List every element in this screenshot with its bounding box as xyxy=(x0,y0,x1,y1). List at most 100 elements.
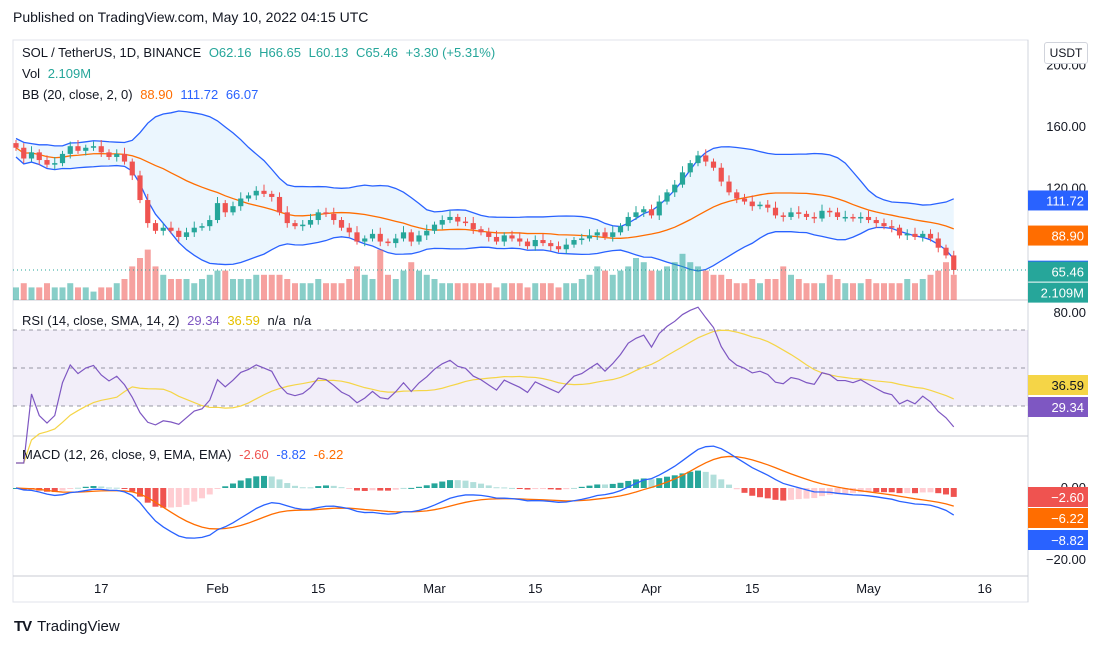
footer-brand[interactable]: TV TradingView xyxy=(14,618,120,635)
volume-bar xyxy=(943,262,949,300)
volume-bar xyxy=(90,291,97,300)
macd-hist-bar xyxy=(524,488,531,490)
change-value: +3.30 (+5.31%) xyxy=(405,45,496,60)
volume-bar xyxy=(780,266,787,300)
bb-lower-value: 66.07 xyxy=(225,87,259,102)
time-tick-label: 15 xyxy=(528,581,542,596)
volume-bar xyxy=(447,283,453,300)
candle-body xyxy=(904,233,910,236)
volume-bar xyxy=(129,266,136,300)
candle-body xyxy=(951,255,957,271)
macd-hist-bar xyxy=(718,479,725,488)
candle-body xyxy=(21,147,27,159)
macd-hist-bar xyxy=(687,471,694,488)
macd-hist-bar xyxy=(555,488,562,490)
rsi-tick-label: 80.00 xyxy=(1053,305,1086,320)
volume-bar xyxy=(245,279,252,300)
macd-hist-bar xyxy=(377,488,384,491)
rsi-sma-badge: 36.59 xyxy=(1051,378,1084,393)
macd-hist-bar xyxy=(625,480,632,488)
candle-body xyxy=(517,238,523,242)
bb-upper-badge-bg xyxy=(1028,190,1088,211)
macd-hist-bar xyxy=(385,488,391,491)
volume-bar xyxy=(772,279,779,300)
macd-hist-bar xyxy=(121,488,128,489)
candle-body xyxy=(13,143,19,148)
macd-hist-bar xyxy=(51,488,58,493)
macd-hist-bar xyxy=(764,488,771,499)
open-value: O62.16 xyxy=(208,45,252,60)
volume-bar xyxy=(741,283,748,300)
candle-body xyxy=(346,227,352,233)
volume-bar xyxy=(261,274,267,300)
macd-hist-bar xyxy=(400,487,407,489)
volume-bar xyxy=(532,283,539,300)
low-value: L60.13 xyxy=(308,45,349,60)
macd-signal-badge-bg xyxy=(1028,508,1088,528)
macd-hist-bar xyxy=(431,483,438,488)
macd-hist-bar xyxy=(152,488,159,507)
candle-body xyxy=(145,200,151,224)
currency-button[interactable]: USDT xyxy=(1044,42,1088,64)
published-caption: Published on TradingView.com, May 10, 20… xyxy=(13,9,369,25)
volume-bar xyxy=(75,287,81,300)
volume-bar xyxy=(478,283,484,300)
macd-hist-bar xyxy=(516,488,523,489)
volume-bar xyxy=(214,270,221,300)
brand-label: TradingView xyxy=(37,618,120,635)
macd-hist-bar xyxy=(493,487,500,489)
volume-bar xyxy=(764,279,771,300)
macd-hist-bar xyxy=(346,488,353,489)
macd-hist-bar xyxy=(780,488,787,501)
volume-bar xyxy=(904,279,911,300)
macd-hist-bar xyxy=(75,487,81,489)
volume-bar xyxy=(540,283,546,300)
macd-hist-bar xyxy=(865,488,872,492)
symbol-label[interactable]: SOL / TetherUS, 1D, BINANCE xyxy=(22,45,202,60)
candle-body xyxy=(555,246,562,250)
candle-body xyxy=(656,201,662,216)
macd-hist-bar xyxy=(950,488,957,497)
macd-hist-bar xyxy=(772,488,779,500)
macd-hist-bar xyxy=(191,488,198,502)
candle-body xyxy=(114,153,120,157)
macd-hist-bar xyxy=(509,487,515,489)
macd-hist-bar xyxy=(811,488,818,499)
candle-body xyxy=(98,146,104,153)
macd-value: -8.82 xyxy=(276,447,307,462)
macd-hist-bar xyxy=(919,488,926,493)
candle-body xyxy=(83,147,89,151)
candle-body xyxy=(563,244,569,250)
candle-body xyxy=(610,232,616,237)
candle-body xyxy=(765,204,771,208)
volume-bar xyxy=(206,274,213,300)
volume-bar xyxy=(609,274,616,300)
volume-bar xyxy=(98,287,105,300)
macd-line xyxy=(15,445,955,539)
volume-bar xyxy=(873,283,880,300)
volume-bar xyxy=(865,279,872,300)
candle-body xyxy=(238,198,244,207)
volume-bar xyxy=(881,283,887,300)
macd-hist-bar xyxy=(98,486,105,488)
volume-bar xyxy=(175,279,182,300)
volume-bar xyxy=(857,283,864,300)
macd-hist-bar xyxy=(299,487,306,489)
candle-body xyxy=(183,232,190,237)
macd-hist-bar xyxy=(795,488,802,500)
rsi-legend: RSI (14, close, SMA, 14, 2) 29.34 36.59 … xyxy=(22,313,315,328)
volume-bar xyxy=(664,266,670,300)
volume-bar xyxy=(253,274,260,300)
macd-hist-bar xyxy=(501,487,508,489)
macd-hist-bar xyxy=(129,488,136,492)
candle-body xyxy=(594,232,600,236)
volume-bar xyxy=(439,283,446,300)
candle-body xyxy=(501,235,507,242)
volume-bar xyxy=(144,249,151,300)
volume-bar xyxy=(718,274,725,300)
volume-bar xyxy=(826,274,833,300)
candle-body xyxy=(827,210,833,213)
macd-hist-bar xyxy=(478,483,484,488)
volume-bar xyxy=(330,283,337,300)
